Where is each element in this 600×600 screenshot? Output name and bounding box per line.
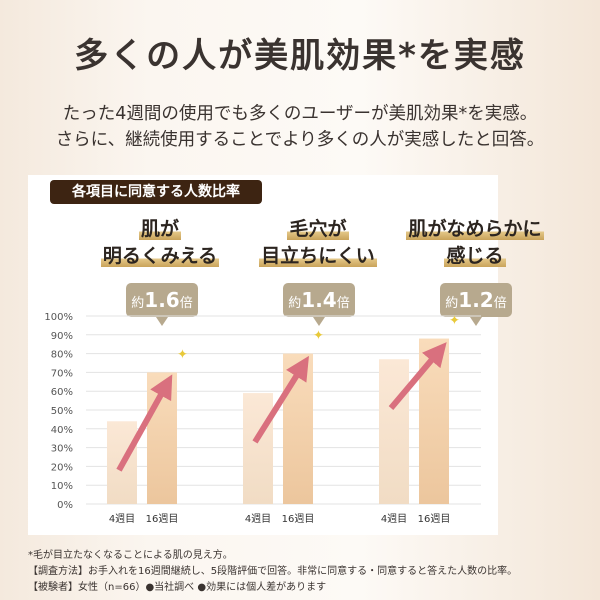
x-tick-label: 16週目	[418, 513, 451, 525]
y-tick-label: 60%	[51, 387, 73, 398]
subtitle-line-2: さらに、継続使用することでより多くの人が実感したと回答。	[55, 130, 545, 150]
y-tick-label: 20%	[51, 462, 73, 473]
y-tick-label: 10%	[51, 481, 73, 492]
growth-arrow	[252, 355, 309, 444]
subtitle-line-1: たった4週間の使用でも多くのユーザーが美肌効果*を実感。	[62, 104, 538, 124]
footnote-3: 【被験者】女性（n=66）●当社調べ ●効果には個人差があります	[28, 582, 327, 593]
y-tick-label: 40%	[51, 425, 73, 436]
y-tick-label: 80%	[51, 350, 73, 361]
y-tick-label: 0%	[57, 500, 73, 511]
bar-week4	[379, 359, 409, 504]
sparkle-icon: ✦	[313, 329, 324, 344]
growth-arrow	[116, 374, 173, 472]
x-tick-label: 4週目	[109, 513, 135, 525]
x-tick-label: 16週目	[146, 513, 179, 525]
group-heading-2: 毛穴が 目立ちにくい	[259, 218, 377, 267]
sparkle-icon: ✦	[449, 314, 460, 329]
group-heading-3: 肌がなめらかに 感じる	[406, 218, 544, 267]
group-heading-1: 肌が 明るくみえる	[100, 218, 220, 267]
ratio-bubble-3: 約1.2倍	[440, 283, 512, 326]
footnote-1: *毛が目立たなくなることによる肌の見え方。	[28, 550, 233, 561]
chart-label: 各項目に同意する人数比率	[50, 180, 262, 204]
x-tick-label: 4週目	[245, 513, 271, 525]
bar-week4	[243, 393, 273, 504]
x-tick-label: 4週目	[381, 513, 407, 525]
ratio-bubble-2: 約1.4倍	[283, 283, 355, 326]
y-tick-label: 50%	[51, 406, 73, 417]
footnote-2: 【調査方法】お手入れを16週間継続し、5段階評価で回答。非常に同意する・同意する…	[28, 566, 518, 577]
y-tick-label: 100%	[44, 312, 73, 323]
sparkle-icon: ✦	[177, 347, 188, 362]
y-tick-label: 30%	[51, 444, 73, 455]
growth-arrow	[388, 342, 447, 411]
x-tick-label: 16週目	[282, 513, 315, 525]
page-title: 多くの人が美肌効果*を実感	[74, 36, 526, 76]
y-tick-label: 90%	[51, 331, 73, 342]
ratio-bubble-1: 約1.6倍	[126, 283, 198, 326]
bar-week16	[419, 338, 449, 504]
y-tick-label: 70%	[51, 368, 73, 379]
